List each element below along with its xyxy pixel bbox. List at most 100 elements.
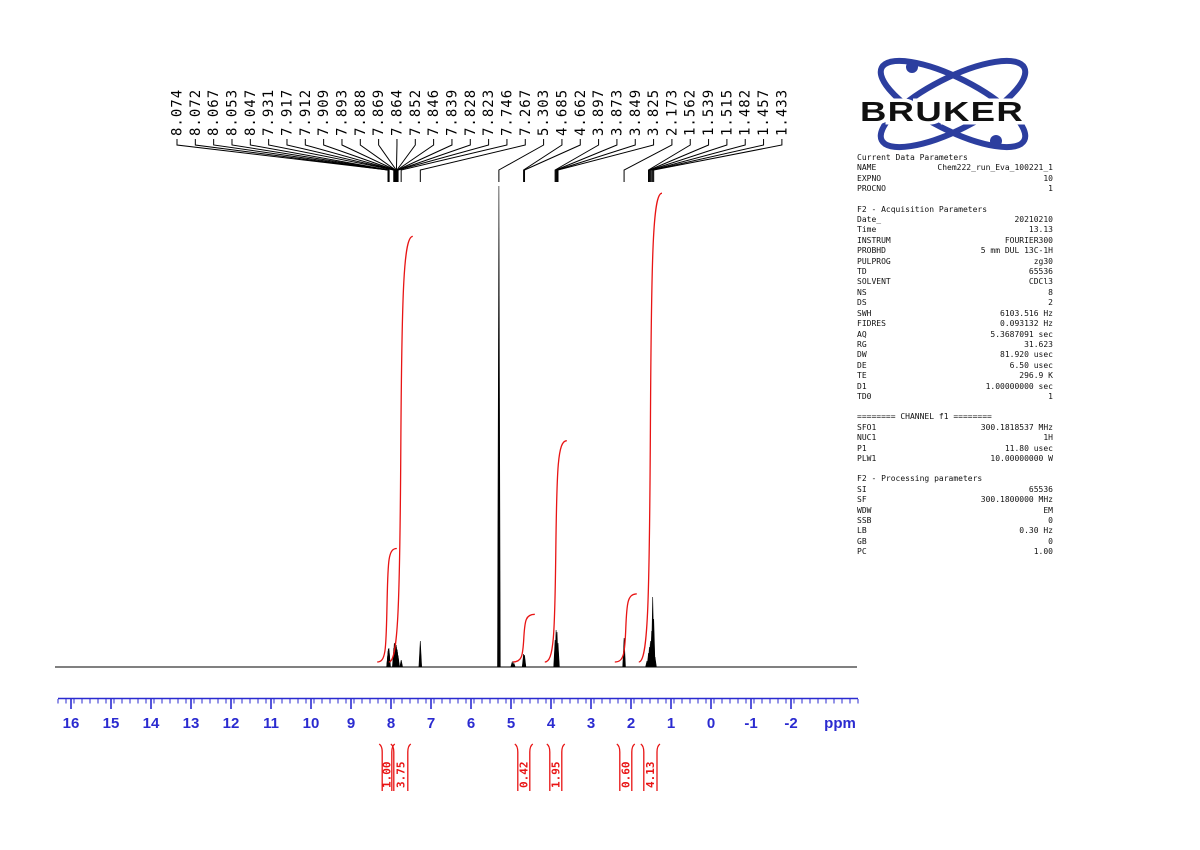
param-row: SOLVENT CDCl3: [857, 277, 1053, 287]
param-label: PC: [857, 547, 867, 557]
leader-line: [623, 139, 673, 182]
param-value: 13.13: [1028, 225, 1053, 235]
param-row: PROBHD 5 mm DUL 13C-1H: [857, 246, 1053, 256]
axis-tick-label: 13: [183, 715, 200, 732]
integral-value-brackets: 1.00 3.75 0.42 1.95 0.60 4.13: [378, 743, 661, 791]
param-value: 0.30 Hz: [1019, 526, 1053, 536]
integral-value-label: 0.60: [619, 762, 632, 789]
integral-value-label: 1.95: [549, 762, 562, 789]
peak-label: 4.662: [573, 89, 589, 136]
integral-bracket: [640, 743, 645, 791]
peak-label: 7.828: [463, 89, 479, 136]
integral-value-label: 0.42: [517, 762, 530, 789]
peak-label: 8.074: [170, 89, 186, 136]
param-row: SI 65536: [857, 485, 1053, 495]
axis-tick-label: 16: [63, 715, 80, 732]
param-value: 31.623: [1024, 339, 1053, 349]
leader-line: [648, 139, 710, 182]
axis-tick-label: 4: [547, 715, 556, 732]
param-label: NUC1: [857, 433, 877, 443]
param-value: zg30: [1033, 256, 1053, 266]
param-label: PROCNO: [857, 184, 886, 194]
nmr-peak: [396, 655, 400, 668]
param-section-header: Current Data Parameters: [857, 153, 968, 162]
leader-line: [554, 139, 600, 182]
integral-bracket: [514, 743, 519, 791]
peak-label: 7.839: [444, 89, 460, 136]
param-label: P1: [857, 443, 867, 453]
param-label: DS: [857, 298, 867, 308]
param-value: CDCl3: [1028, 277, 1053, 287]
param-value: 0: [1048, 536, 1053, 546]
nmr-peak: [418, 640, 423, 668]
leader-line: [649, 139, 728, 182]
param-row: SSB 0: [857, 516, 1053, 526]
peak-label: 7.267: [518, 89, 534, 136]
axis-tick-label: -2: [784, 715, 797, 732]
peak-label: 2.173: [664, 89, 680, 136]
logo-node-dot: [906, 61, 918, 73]
param-value: 20210210: [1014, 215, 1053, 225]
nmr-peak: [522, 654, 527, 668]
param-row: P1 11.80 usec: [857, 444, 1053, 454]
param-row: NAME Chem222_run_Eva_100221_1: [857, 163, 1053, 173]
integral-bracket: [656, 743, 661, 791]
param-value: 1.00000000 sec: [985, 381, 1053, 391]
leader-line: [498, 139, 545, 182]
peak-label: 5.303: [536, 89, 552, 136]
param-value: EM: [1043, 505, 1053, 515]
axis-tick-label: 11: [263, 715, 279, 732]
leader-line: [653, 139, 783, 182]
parameters-panel: Current Data Parameters NAME Chem222_run_E…: [857, 153, 1053, 568]
param-value: 5.3687091 sec: [990, 329, 1053, 339]
param-label: TD0: [857, 391, 872, 401]
param-value: 10: [1043, 173, 1053, 183]
param-label: SWH: [857, 308, 872, 318]
param-value: 8: [1048, 287, 1053, 297]
param-row: DW 81.920 usec: [857, 350, 1053, 360]
leader-line: [286, 139, 395, 182]
peak-label: 7.852: [408, 89, 424, 136]
nmr-peak: [556, 642, 560, 668]
peak-label: 8.053: [224, 89, 240, 136]
leader-line: [323, 139, 396, 182]
nmr-peak: [399, 659, 403, 668]
leader-line: [419, 139, 526, 182]
leader-line: [555, 139, 618, 182]
leader-line: [652, 139, 765, 182]
integral-curve: [638, 192, 663, 663]
param-row: PROCNO 1: [857, 184, 1053, 194]
axis-tick-label: 1: [667, 715, 675, 732]
param-section: Current Data Parameters NAME Chem222_run_E…: [857, 153, 1053, 195]
leader-line: [523, 139, 563, 182]
peak-label: 7.869: [371, 89, 387, 136]
ppm-axis: 16 15 14 13 12 11 10 9 8 7 6 5 4 3 2 1 0 -1 -2 ppm: [57, 697, 859, 732]
peak-label: 7.864: [389, 89, 405, 136]
param-row: NS 8: [857, 288, 1053, 298]
param-row: PULPROG zg30: [857, 257, 1053, 267]
param-value: 65536: [1028, 484, 1053, 494]
peak-label: 1.539: [701, 89, 717, 136]
logo-ellipse-up: [877, 57, 1029, 151]
leader-line: [396, 139, 416, 182]
param-value: 2: [1048, 298, 1053, 308]
leader-line: [648, 139, 691, 182]
param-section: ======== CHANNEL f1 ======== SFO1 300.1818…: [857, 412, 1053, 464]
param-value: 65536: [1028, 267, 1053, 277]
param-row: PC 1.00: [857, 547, 1053, 557]
param-row: INSTRUM FOURIER300: [857, 236, 1053, 246]
integral-value-label: 1.00: [381, 762, 394, 789]
nmr-peak: [387, 650, 391, 668]
param-row: LB 0.30 Hz: [857, 526, 1053, 536]
leader-line: [176, 139, 389, 182]
param-value: 300.1818537 MHz: [980, 422, 1053, 432]
param-row: PLW1 10.00000000 W: [857, 454, 1053, 464]
param-row: EXPNO 10: [857, 174, 1053, 184]
param-label: PLW1: [857, 453, 877, 463]
param-row: FIDRES 0.093132 Hz: [857, 319, 1053, 329]
param-label: RG: [857, 339, 867, 349]
integral-bracket: [407, 743, 412, 791]
param-label: SI: [857, 484, 867, 494]
peak-label: 7.931: [261, 89, 277, 136]
